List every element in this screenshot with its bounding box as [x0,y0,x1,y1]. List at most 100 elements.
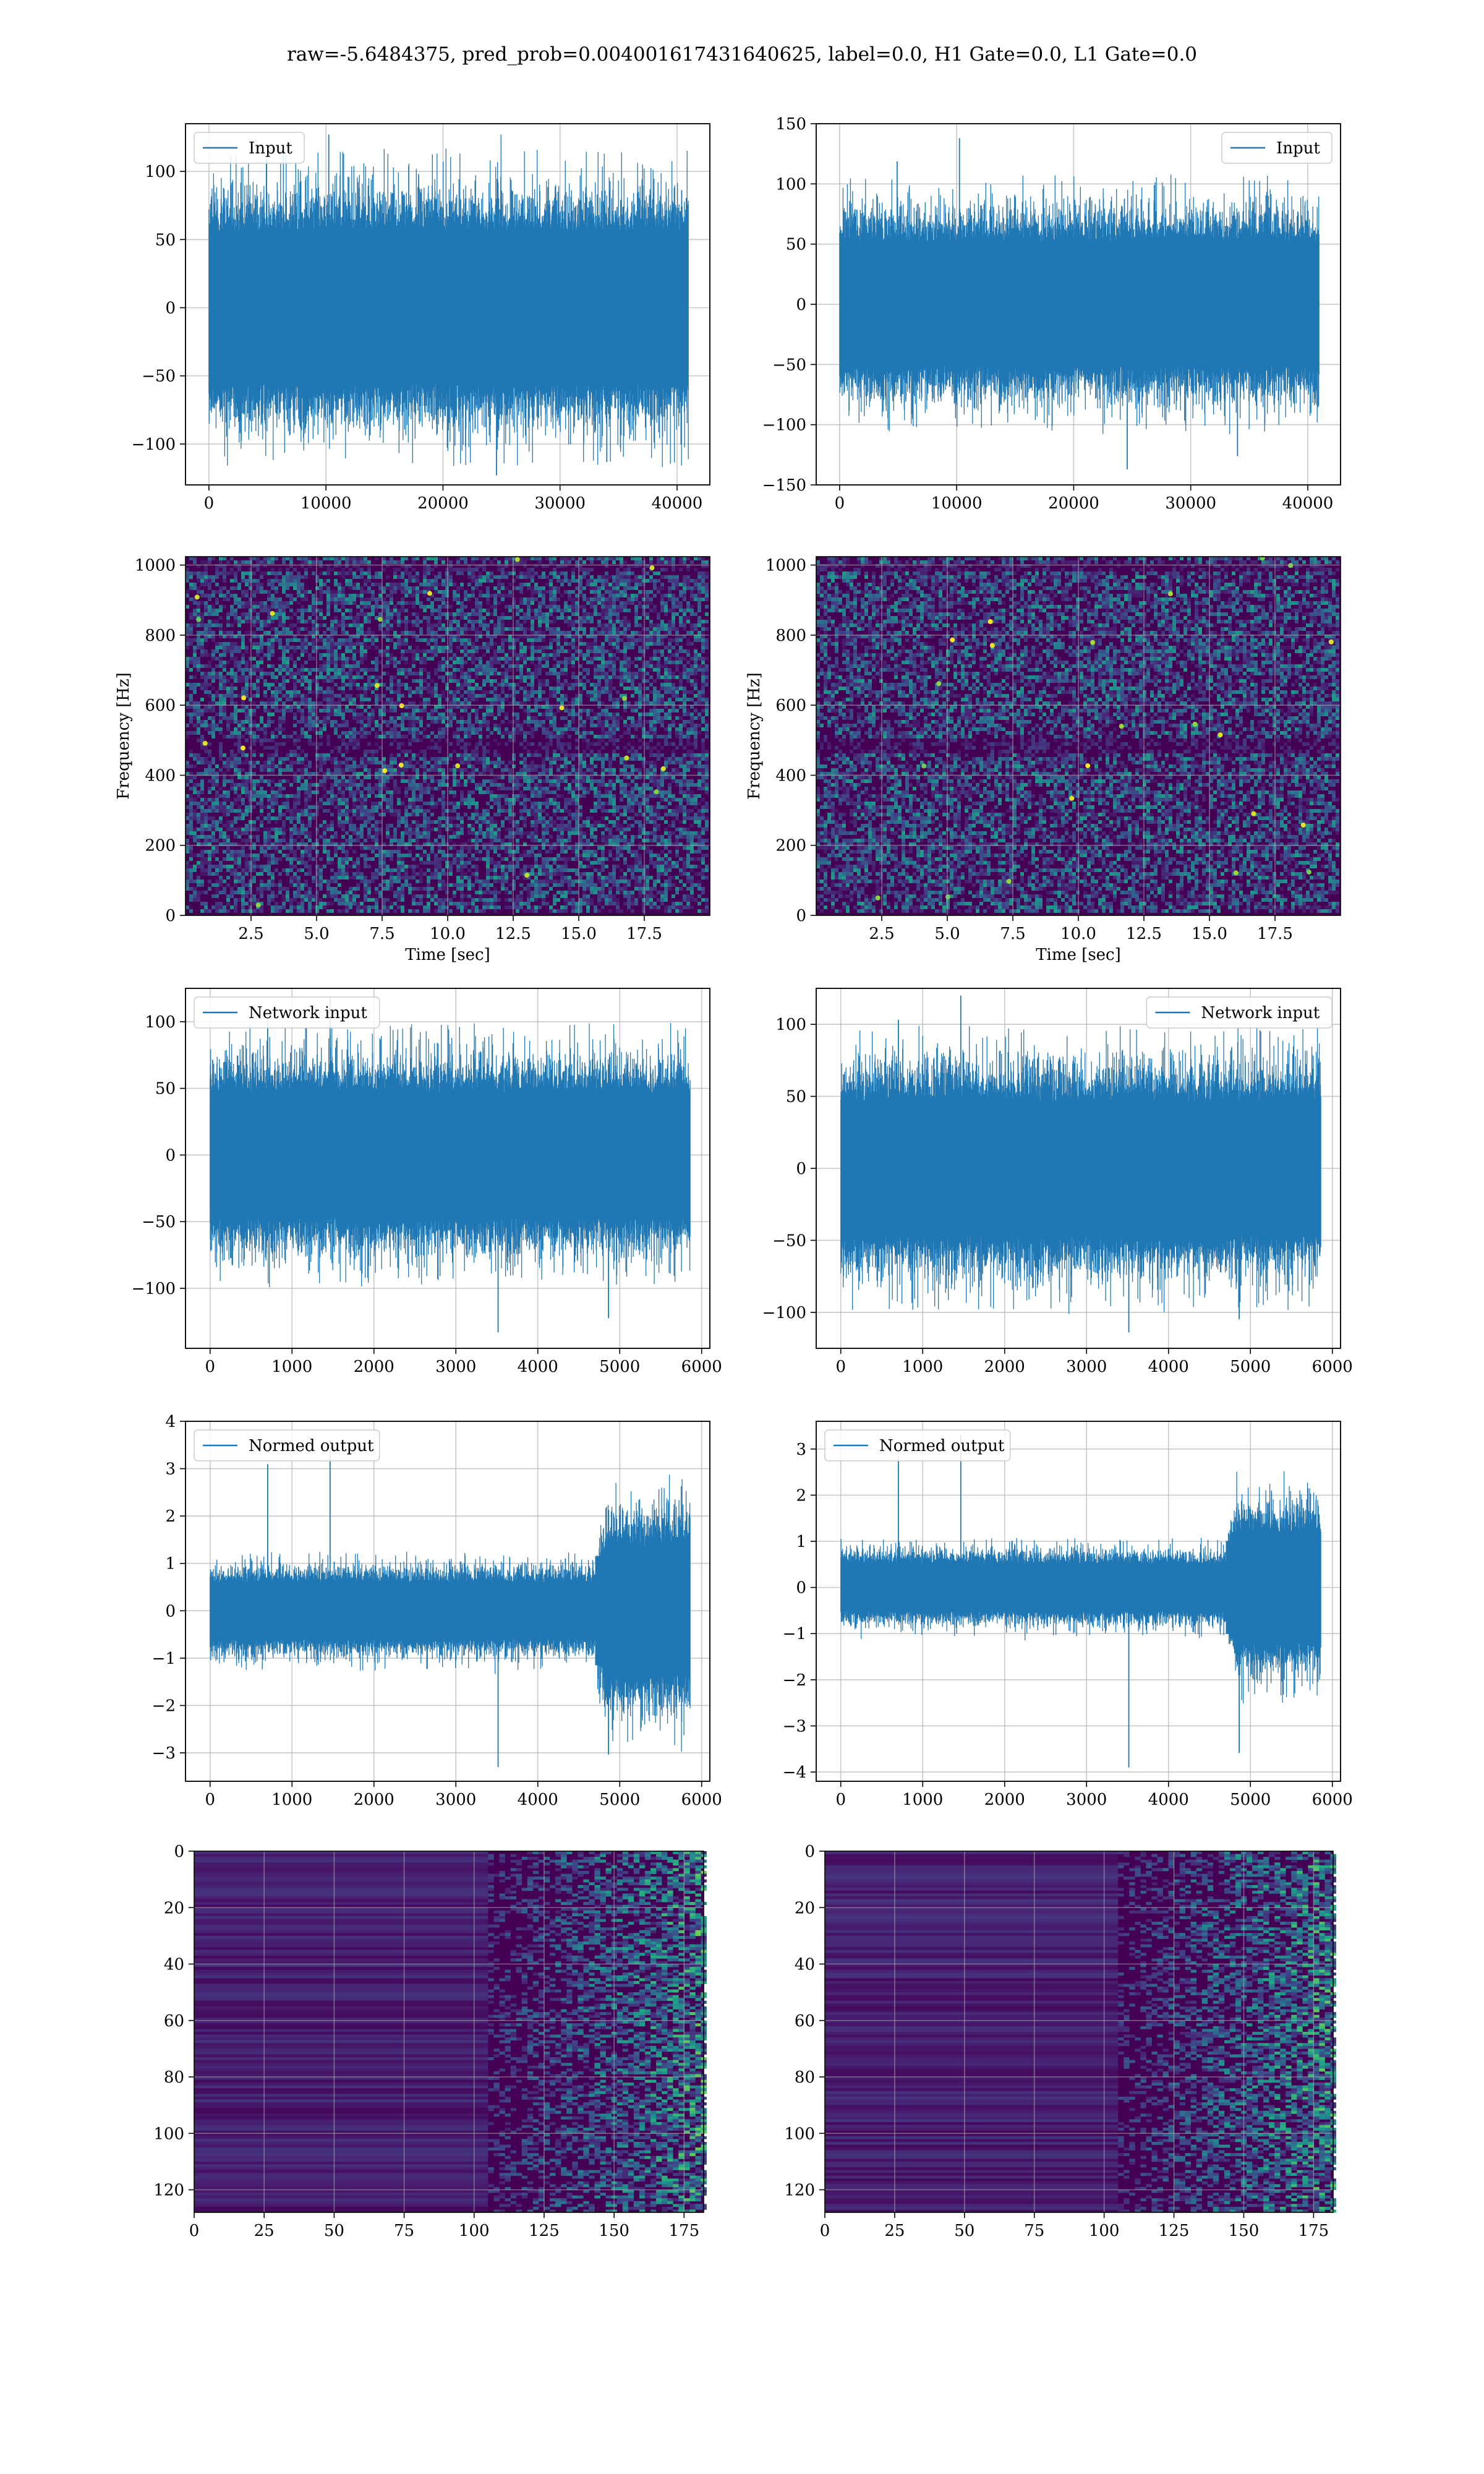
heatmap-cell [430,687,434,690]
heatmap-cell [623,649,627,653]
heatmap-cell [638,672,642,675]
heatmap-cell [490,668,493,672]
heatmap-cell [367,564,371,568]
heatmap-cell [364,657,367,661]
heatmap-cell [215,649,219,653]
heatmap-cell [278,672,282,675]
heatmap-cell [501,571,505,575]
heatmap-cell [367,761,371,764]
heatmap-cell [204,631,208,635]
heatmap-cell [282,623,286,627]
heatmap-cell [397,735,401,738]
heatmap-cell [275,579,278,583]
heatmap-cell [672,709,675,713]
heatmap-cell [211,575,215,579]
heatmap-cell [479,664,482,668]
heatmap-cell [508,657,512,661]
heatmap-cell [200,579,204,583]
heatmap-cell [297,579,301,583]
heatmap-cell [293,646,297,649]
heatmap-cell [323,709,326,713]
heatmap-cell [430,694,434,698]
heatmap-cell [393,735,397,738]
heatmap-cell [367,705,371,709]
heatmap-cell [401,761,404,764]
heatmap-cell [278,716,282,720]
heatmap-cell [694,638,697,642]
heatmap-cell [694,661,697,664]
heatmap-cell [623,661,627,664]
heatmap-cell [330,601,334,605]
heatmap-cell [620,631,623,635]
heatmap-cell [226,616,230,620]
heatmap-cell [326,664,330,668]
heatmap-cell [349,560,352,564]
heatmap-cell [245,720,249,724]
heatmap-cell [378,586,382,590]
heatmap-cell [564,557,568,560]
heatmap-cell [612,635,616,638]
heatmap-cell [490,761,493,764]
heatmap-cell [464,735,467,738]
heatmap-cell [211,590,215,594]
heatmap-cell [479,564,482,568]
heatmap-cell [579,731,582,735]
heatmap-cell [545,627,549,631]
heatmap-cell [326,742,330,746]
heatmap-cell [601,757,605,761]
heatmap-cell [701,738,705,742]
heatmap-cell [186,590,189,594]
heatmap-cell [308,620,312,623]
heatmap-cell [697,664,701,668]
heatmap-cell [564,657,568,661]
heatmap-cell [553,757,556,761]
heatmap-cell [364,668,367,672]
heatmap-cell [679,620,683,623]
heatmap-cell [456,690,460,694]
heatmap-cell [345,724,349,727]
heatmap-cell [278,683,282,687]
heatmap-cell [531,735,534,738]
heatmap-cell [375,638,378,642]
heatmap-cell [642,694,646,698]
heatmap-cell [523,597,527,601]
heatmap-cell [590,635,594,638]
heatmap-cell [211,612,215,616]
heatmap-cell [523,738,527,742]
y-tick-label: 50 [786,236,806,254]
heatmap-cell [449,579,453,583]
heatmap-cell [672,687,675,690]
heatmap-cell [441,597,445,601]
heatmap-cell [464,753,467,757]
heatmap-cell [634,564,638,568]
heatmap-cell [315,575,319,579]
heatmap-cell [390,560,393,564]
heatmap-cell [345,742,349,746]
heatmap-cell [308,557,312,560]
heatmap-cell [482,757,486,761]
heatmap-cell [616,557,620,560]
heatmap-cell [219,687,223,690]
heatmap-cell [204,679,208,683]
heatmap-cell [675,597,679,601]
heatmap-cell [460,661,464,664]
heatmap-cell [326,690,330,694]
heatmap-cell [393,701,397,705]
heatmap-cell [211,638,215,642]
heatmap-cell [204,687,208,690]
heatmap-cell [267,649,271,653]
heatmap-cell [208,594,211,597]
heatmap-cell [683,560,686,564]
heatmap-cell [690,672,694,675]
heatmap-cell [460,705,464,709]
heatmap-cell [197,683,200,687]
heatmap-cell [256,690,260,694]
heatmap-cell [456,735,460,738]
heatmap-cell [208,560,211,564]
heatmap-cell [612,713,616,716]
heatmap-cell [705,750,709,753]
heatmap-cell [642,590,646,594]
heatmap-cell [701,642,705,646]
heatmap-cell [208,653,211,657]
heatmap-cell [215,575,219,579]
